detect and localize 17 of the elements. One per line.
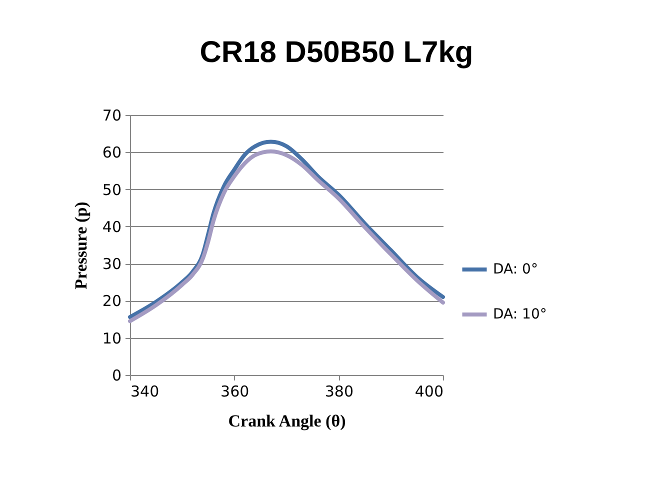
legend-label: DA: 10° <box>493 306 547 322</box>
y-tick-label: 30 <box>102 255 122 274</box>
y-axis-title: Pressure (p) <box>71 202 90 290</box>
x-tick-label: 380 <box>324 382 354 400</box>
x-axis-title: Crank Angle (θ) <box>228 412 346 430</box>
y-tick-label: 60 <box>102 144 122 162</box>
y-tick-label: 40 <box>102 218 122 236</box>
x-tick-label: 340 <box>130 382 160 400</box>
chart-title: CR18 D50B50 L7kg <box>200 36 474 69</box>
x-tick-label: 400 <box>414 382 444 400</box>
y-tick-label: 20 <box>102 292 122 310</box>
legend-label: DA: 0° <box>493 262 538 278</box>
y-tick-label: 10 <box>102 329 122 348</box>
y-tick-label: 0 <box>112 366 122 384</box>
y-tick-label: 50 <box>102 180 122 199</box>
x-tick-label: 360 <box>220 382 250 400</box>
y-tick-label: 70 <box>102 106 122 124</box>
